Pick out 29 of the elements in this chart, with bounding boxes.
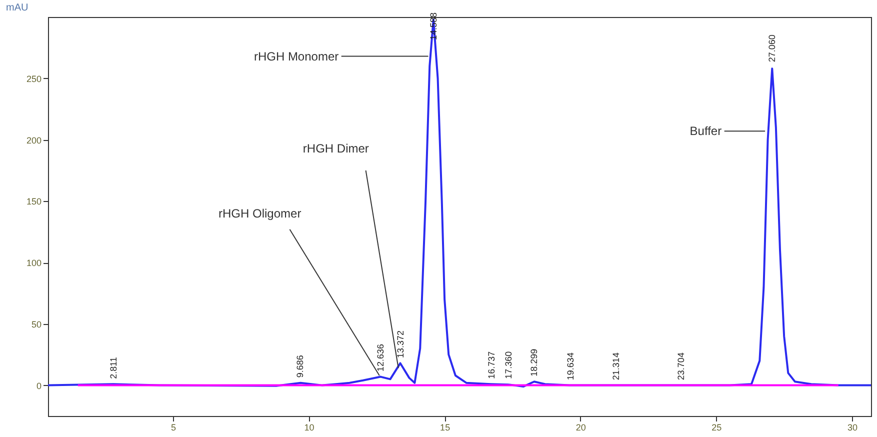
annotation: rHGH Monomer: [254, 49, 339, 64]
annotation: 21.314: [611, 352, 622, 380]
y-axis-title: mAU: [6, 2, 28, 14]
annotation: 27.060: [767, 34, 778, 62]
x-tick-label: 5: [170, 422, 176, 432]
annotation: 18.299: [529, 348, 540, 376]
annotation: 14.588: [428, 12, 438, 40]
y-tick-label: 50: [31, 319, 42, 330]
y-tick-label: 150: [26, 196, 42, 207]
annotation: 12.636: [375, 344, 386, 372]
annotation: 13.372: [395, 330, 406, 358]
y-tick-label: 100: [26, 258, 42, 268]
annotation: 23.704: [676, 352, 686, 380]
x-tick-label: 15: [440, 422, 450, 432]
x-tick-label: 20: [576, 422, 586, 432]
y-tick-label: 250: [26, 74, 42, 84]
annotation: 2.811: [108, 356, 118, 379]
annotation: 9.686: [295, 355, 306, 378]
annotation: rHGH Oligomer: [218, 206, 302, 220]
y-tick-label: 0: [36, 380, 42, 391]
annotation: 19.634: [565, 352, 576, 380]
annotation: 17.360: [504, 351, 514, 379]
annotation: Buffer: [690, 124, 722, 138]
x-tick-label: 30: [847, 422, 858, 432]
y-tick-label: 200: [26, 135, 42, 146]
annotation: 16.737: [486, 351, 497, 379]
annotation: rHGH Dimer: [302, 141, 369, 156]
x-tick-label: 10: [304, 422, 314, 432]
x-tick-label: 25: [712, 422, 722, 432]
